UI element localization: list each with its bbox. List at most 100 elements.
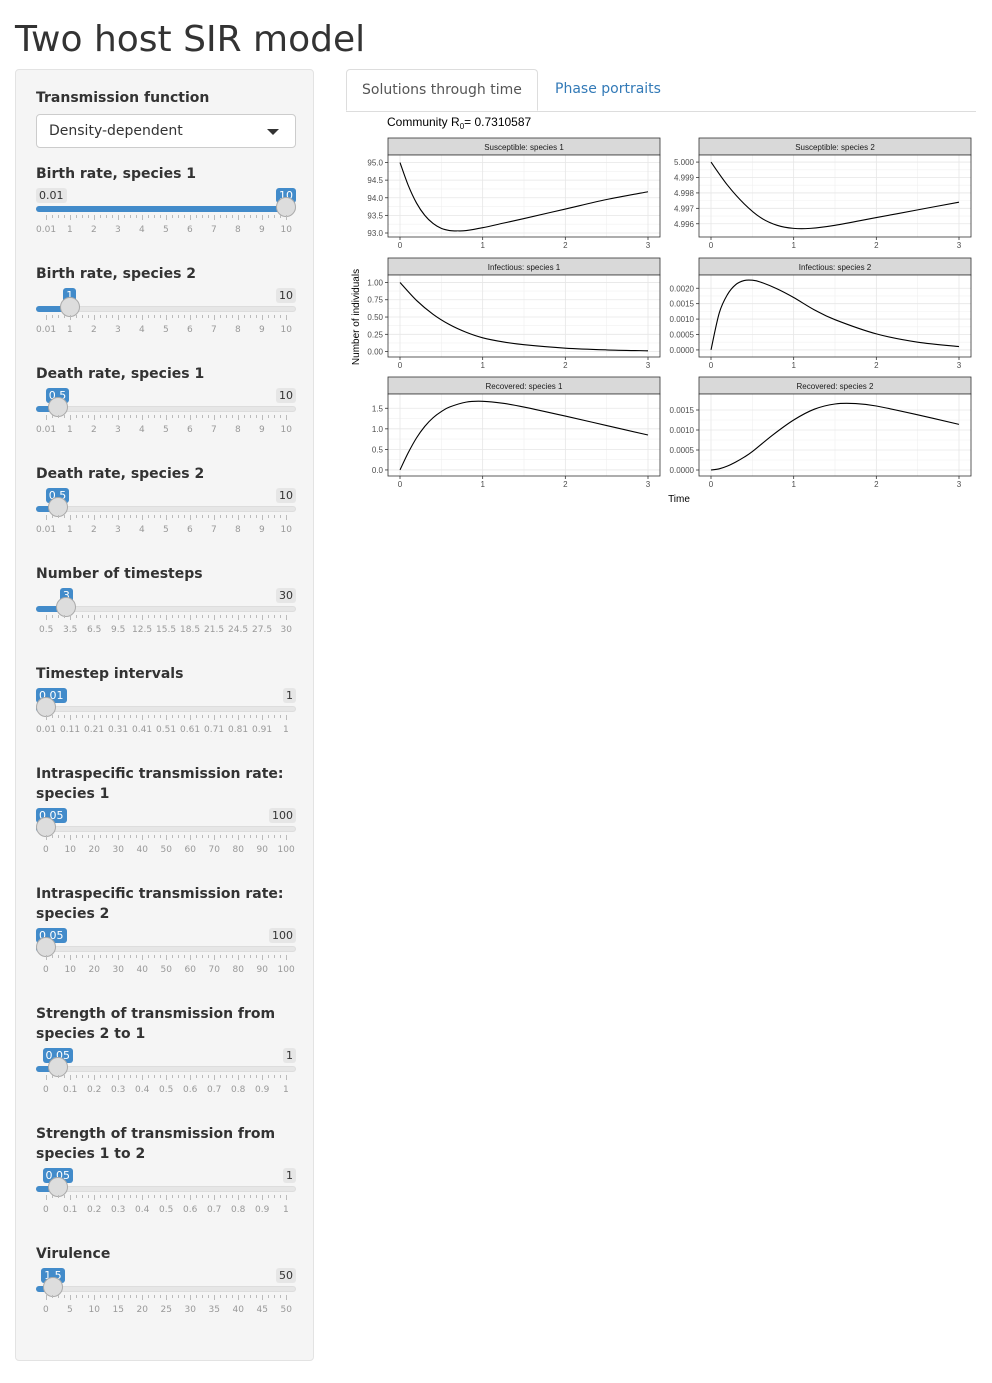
slider-tick — [58, 515, 59, 518]
slider-handle[interactable] — [36, 817, 57, 837]
slider-tick — [130, 1295, 131, 1298]
slider-tick — [88, 835, 89, 838]
slider-tick-label: 3 — [115, 325, 121, 335]
slider-track[interactable] — [36, 1286, 296, 1292]
slider-tick-label: 12.5 — [132, 625, 153, 635]
slider-tick-label: 0.51 — [156, 725, 177, 735]
slider-tick — [238, 615, 239, 620]
slider-tick-label: 50 — [160, 845, 172, 855]
chart-title-prefix: Community R — [387, 115, 460, 129]
transmission-function-select[interactable]: Density-dependent — [36, 114, 296, 148]
slider-tick — [226, 955, 227, 958]
y-tick-label: 1.5 — [372, 404, 384, 413]
x-tick-label: 1 — [791, 361, 796, 370]
slider-tick — [160, 615, 161, 618]
slider-ticks — [36, 315, 296, 321]
slider-tick — [100, 715, 101, 718]
slider-tick — [118, 835, 119, 840]
slider-tick — [196, 215, 197, 218]
slider-tick-label: 20 — [136, 1305, 148, 1315]
slider-track[interactable] — [36, 506, 296, 512]
slider-tick — [124, 955, 125, 958]
slider-tick — [226, 415, 227, 418]
slider-tick-label: 25 — [160, 1305, 172, 1315]
tab-phase-portraits[interactable]: Phase portraits — [555, 81, 661, 97]
slider-label: Birth rate, species 1 — [36, 166, 197, 182]
slider-fill — [36, 306, 70, 312]
slider-tick-label: 21.5 — [204, 625, 225, 635]
slider-tick — [184, 835, 185, 838]
slider-ticks — [36, 715, 296, 721]
slider-tick-label: 1 — [67, 425, 73, 435]
slider-handle[interactable] — [48, 1177, 68, 1197]
slider-tick — [118, 1195, 119, 1200]
slider-tick-label: 0.11 — [60, 725, 81, 735]
slider-tick — [220, 1195, 221, 1198]
slider-tick — [250, 1295, 251, 1298]
slider-tick — [178, 315, 179, 318]
slider-tick — [286, 315, 287, 320]
slider-label: Virulence — [36, 1246, 111, 1262]
slider-tick — [76, 955, 77, 958]
slider-handle[interactable] — [48, 1057, 68, 1077]
slider-tick-label: 0 — [43, 1205, 49, 1215]
slider-tick — [130, 1075, 131, 1078]
slider-tick — [46, 315, 47, 320]
slider-tick — [106, 315, 107, 318]
range-slider[interactable]: 0.53030.53.56.59.512.515.518.521.524.527… — [36, 588, 296, 648]
slider-tick — [220, 955, 221, 958]
slider-track[interactable] — [36, 946, 296, 952]
slider-track[interactable] — [36, 1186, 296, 1192]
slider-handle[interactable] — [276, 197, 296, 217]
slider-handle[interactable] — [47, 397, 68, 417]
slider-tick — [70, 1075, 71, 1080]
slider-fill — [36, 506, 58, 512]
chart-title: Community R0= 0.7310587 — [387, 115, 532, 131]
slider-tick — [58, 615, 59, 618]
slider-handle[interactable] — [47, 497, 68, 517]
slider-tick-label: 60 — [184, 845, 196, 855]
slider-tick — [142, 415, 143, 420]
slider-tick — [214, 515, 215, 520]
slider-handle[interactable] — [36, 697, 56, 717]
slider-handle[interactable] — [56, 597, 77, 617]
x-tick-label: 1 — [480, 361, 485, 370]
slider-handle[interactable] — [43, 1277, 64, 1297]
slider-track[interactable] — [36, 1066, 296, 1072]
slider-tick — [106, 215, 107, 218]
slider-track[interactable] — [36, 406, 296, 412]
slider-tick — [88, 715, 89, 718]
slider-track[interactable] — [36, 826, 296, 832]
slider-tick-label: 0.01 — [36, 325, 57, 335]
slider-tick — [148, 1295, 149, 1298]
y-tick-label: 4.998 — [674, 189, 695, 198]
slider-tick — [202, 315, 203, 318]
slider-tick — [178, 615, 179, 618]
slider-ticks — [36, 1075, 296, 1081]
y-tick-label: 94.0 — [367, 194, 383, 203]
slider-tick — [160, 515, 161, 518]
panel-strip-label: Recovered: species 1 — [486, 382, 563, 391]
x-tick-label: 1 — [480, 480, 485, 489]
slider-tick-label: 9 — [259, 525, 265, 535]
slider-track[interactable] — [36, 706, 296, 712]
slider-tick — [286, 1295, 287, 1300]
slider-tick — [118, 615, 119, 620]
range-slider[interactable]: 0.0110.010.010.110.210.310.410.510.610.7… — [36, 688, 296, 748]
slider-tick — [244, 415, 245, 418]
slider-handle[interactable] — [59, 297, 80, 317]
slider-handle[interactable] — [36, 937, 57, 957]
tab-solutions-through-time[interactable]: Solutions through time — [346, 69, 538, 111]
slider-tick — [82, 615, 83, 618]
slider-max-label: 10 — [276, 388, 296, 403]
x-tick-label: 0 — [398, 241, 403, 250]
